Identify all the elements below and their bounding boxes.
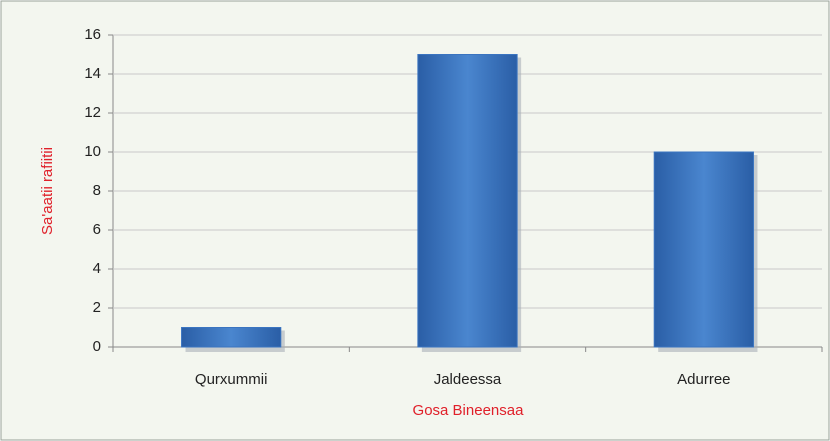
bar <box>181 327 282 348</box>
x-axis-title: Gosa Bineensaa <box>413 402 525 419</box>
bar <box>653 151 754 348</box>
y-tick-label: 14 <box>84 65 101 82</box>
y-tick-label: 12 <box>84 104 101 121</box>
y-tick-label: 16 <box>84 26 101 43</box>
y-tick-label: 6 <box>93 221 101 238</box>
x-tick-label: Qurxummii <box>195 371 268 388</box>
y-tick-label: 10 <box>84 143 101 160</box>
x-tick-label: Adurree <box>677 371 730 388</box>
y-tick-label: 0 <box>93 338 101 355</box>
y-axis-title: Sa'aatii rafiitii <box>39 147 56 235</box>
y-tick-label: 4 <box>93 260 101 277</box>
bar <box>417 54 518 348</box>
y-tick-label: 2 <box>93 299 101 316</box>
y-tick-label: 8 <box>93 182 101 199</box>
x-tick-label: Jaldeessa <box>434 371 502 388</box>
